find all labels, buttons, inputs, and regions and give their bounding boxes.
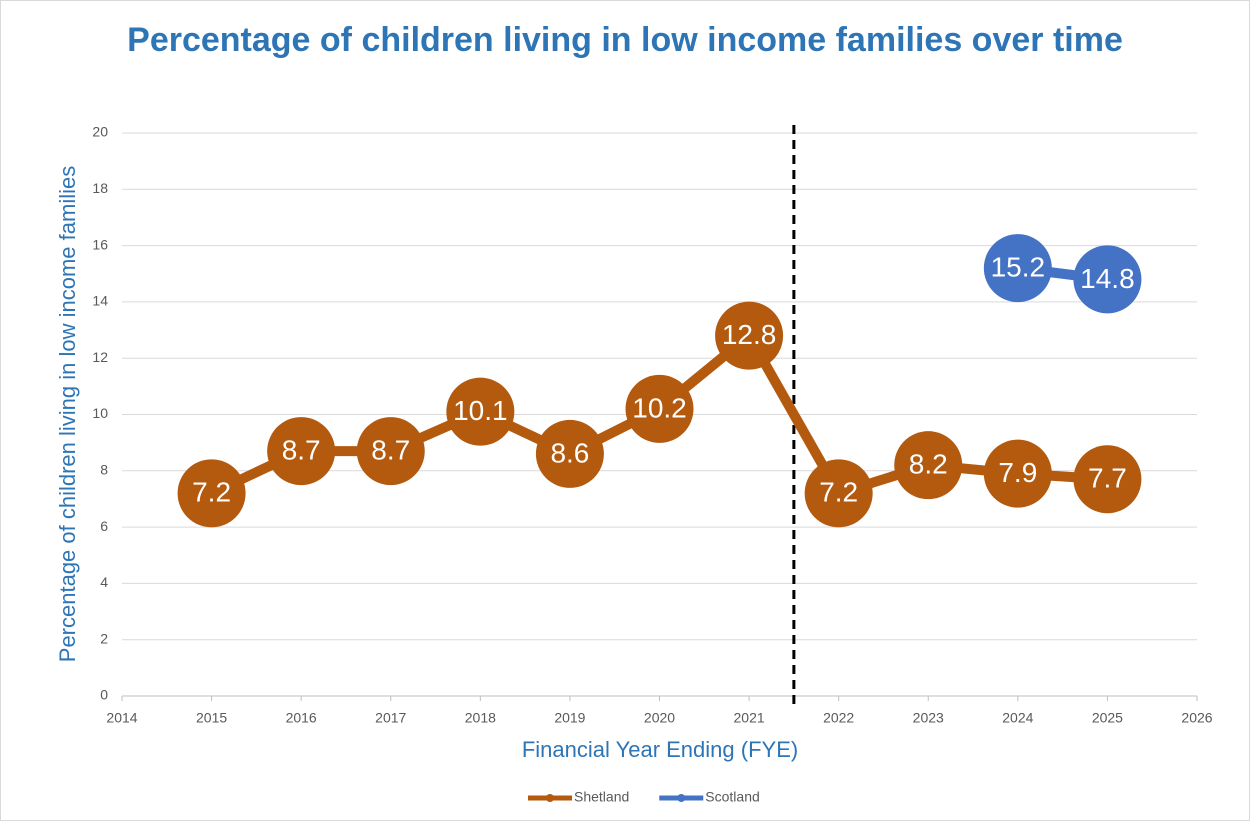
data-label: 7.9 <box>998 457 1037 488</box>
data-label: 8.7 <box>282 434 321 465</box>
data-point <box>446 377 515 446</box>
data-point <box>894 431 963 500</box>
data-label: 7.2 <box>819 477 858 508</box>
x-tick-label: 2014 <box>106 710 137 726</box>
y-tick-label: 14 <box>92 293 108 309</box>
legend-marker <box>546 794 554 802</box>
data-label: 7.7 <box>1088 463 1127 494</box>
data-label: 15.2 <box>991 252 1046 283</box>
chart-title: Percentage of children living in low inc… <box>127 21 1123 59</box>
x-tick-label: 2022 <box>823 710 854 726</box>
y-tick-label: 18 <box>92 180 108 196</box>
data-point <box>267 417 336 486</box>
data-point <box>804 459 873 528</box>
y-tick-label: 16 <box>92 236 108 252</box>
data-point <box>177 459 246 528</box>
y-tick-label: 20 <box>92 124 108 140</box>
x-tick-label: 2025 <box>1092 710 1123 726</box>
data-point <box>983 439 1052 508</box>
x-tick-label: 2020 <box>644 710 675 726</box>
y-tick-label: 0 <box>100 687 108 703</box>
data-label: 8.7 <box>371 434 410 465</box>
data-label: 10.2 <box>632 392 687 423</box>
data-point <box>625 374 694 443</box>
data-label: 8.2 <box>909 449 948 480</box>
data-point <box>535 419 604 488</box>
data-label: 8.6 <box>550 437 589 468</box>
x-tick-label: 2023 <box>913 710 944 726</box>
legend-label: Shetland <box>574 789 629 805</box>
y-tick-label: 2 <box>100 630 108 646</box>
data-label: 12.8 <box>722 319 777 350</box>
x-axis-title: Financial Year Ending (FYE) <box>522 737 798 762</box>
x-tick-label: 2016 <box>286 710 317 726</box>
y-tick-label: 8 <box>100 462 108 478</box>
legend-marker <box>677 794 686 802</box>
y-tick-label: 10 <box>92 405 108 421</box>
x-tick-label: 2021 <box>734 710 765 726</box>
y-tick-label: 6 <box>100 518 108 534</box>
x-tick-label: 2019 <box>554 710 585 726</box>
x-tick-label: 2018 <box>465 710 496 726</box>
data-point <box>1073 445 1142 514</box>
data-point <box>983 234 1052 303</box>
y-tick-label: 12 <box>92 349 108 365</box>
x-tick-label: 2017 <box>375 710 406 726</box>
x-tick-label: 2024 <box>1002 710 1033 726</box>
legend-label: Scotland <box>705 789 759 805</box>
data-label: 10.1 <box>453 395 508 426</box>
x-tick-label: 2015 <box>196 710 227 726</box>
data-point <box>356 417 425 486</box>
data-point <box>715 301 784 370</box>
data-label: 7.2 <box>192 477 231 508</box>
y-axis-title: Percentage of children living in low inc… <box>55 166 80 662</box>
data-label: 14.8 <box>1080 263 1135 294</box>
data-point <box>1073 245 1142 314</box>
x-tick-label: 2026 <box>1181 710 1212 726</box>
y-tick-label: 4 <box>100 574 108 590</box>
